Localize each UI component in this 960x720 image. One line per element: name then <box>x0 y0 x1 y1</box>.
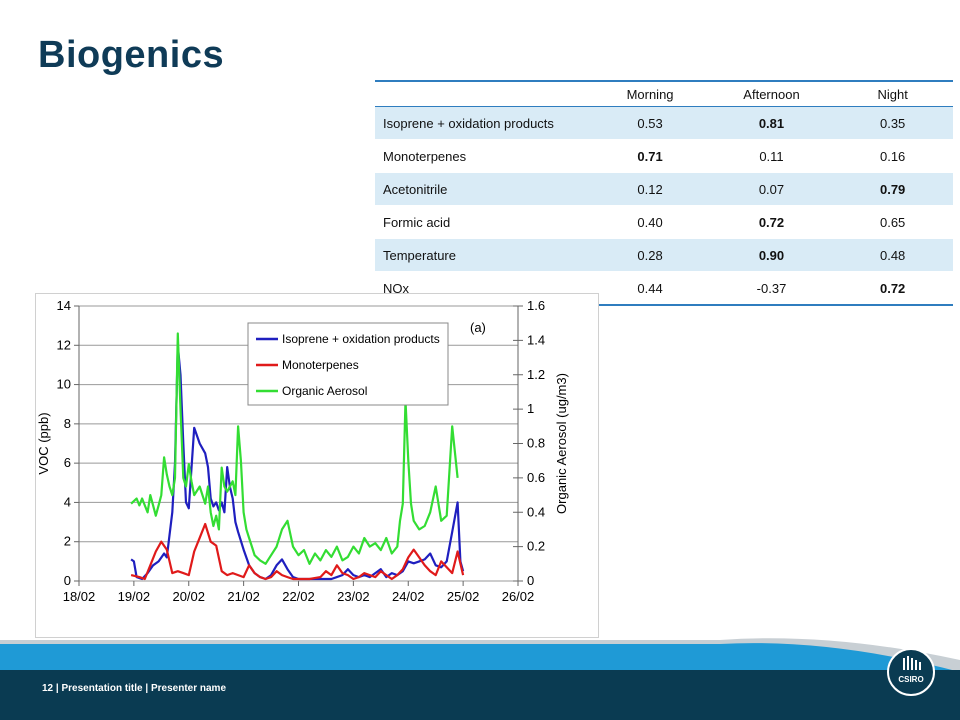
slide-title: Biogenics <box>38 34 225 76</box>
y-tick-label: 10 <box>57 377 71 392</box>
y2-axis-title: Organic Aerosol (ug/m3) <box>554 373 569 514</box>
table-cell: 0.12 <box>589 172 711 206</box>
y-tick-label: 0 <box>64 573 71 588</box>
table-cell: 0.53 <box>589 106 711 140</box>
table-row: Acetonitrile 0.12 0.07 0.79 <box>375 172 953 206</box>
table-cell: 0.65 <box>832 205 953 239</box>
correlation-table: Morning Afternoon Night Isoprene + oxida… <box>375 80 953 306</box>
table-cell: 0.11 <box>710 139 833 173</box>
series-line-1 <box>130 522 465 581</box>
footer-band <box>0 638 960 720</box>
y2-tick-label: 0.6 <box>527 470 545 485</box>
table-cell: 0.44 <box>589 271 711 306</box>
legend-entry: Isoprene + oxidation products <box>282 332 440 346</box>
y2-tick-label: 0.2 <box>527 539 545 554</box>
table-row-label: Formic acid <box>375 205 590 239</box>
legend-entry: Monoterpenes <box>282 358 359 372</box>
table-cell: 0.48 <box>832 238 953 272</box>
x-tick-label: 18/02 <box>63 589 96 604</box>
y2-tick-label: 1 <box>527 401 534 416</box>
chart-panel: 0 2 4 6 8 10 12 14 0 0.2 0.4 0.6 0.8 1 1.2 1.4 1.6 18/02 1… <box>35 293 599 638</box>
x-tick-label: 19/02 <box>118 589 151 604</box>
y-tick-label: 8 <box>64 416 71 431</box>
table-cell: 0.28 <box>589 238 711 272</box>
table-header-label <box>375 80 590 107</box>
y-tick-label: 12 <box>57 337 71 352</box>
y2-tick-label: 0.4 <box>527 504 545 519</box>
table-cell: 0.79 <box>832 172 953 206</box>
table-row-label: Temperature <box>375 238 590 272</box>
legend-box <box>247 322 449 406</box>
table-cell: 0.81 <box>710 106 833 140</box>
chart-annotation: (a) <box>470 320 486 335</box>
table-cell: 0.71 <box>589 139 711 173</box>
y-axis-title: VOC (ppb) <box>36 412 51 474</box>
table-header-row: Morning Afternoon Night <box>375 80 953 107</box>
legend-entry: Organic Aerosol <box>282 384 367 398</box>
x-tick-label: 21/02 <box>227 589 260 604</box>
table-cell: 0.40 <box>589 205 711 239</box>
table-cell: -0.37 <box>710 271 833 306</box>
series-line-2 <box>130 332 459 565</box>
x-tick-label: 20/02 <box>172 589 205 604</box>
y2-tick-label: 0.8 <box>527 436 545 451</box>
table-row: Formic acid 0.40 0.72 0.65 <box>375 205 953 239</box>
table-cell: 0.07 <box>710 172 833 206</box>
footer-text: 12 | Presentation title | Presenter name <box>42 683 226 694</box>
x-tick-label: 26/02 <box>502 589 535 604</box>
table-row-label: Monoterpenes <box>375 139 590 173</box>
voc-aerosol-line-chart: 0 2 4 6 8 10 12 14 0 0.2 0.4 0.6 0.8 1 1.2 1.4 1.6 18/02 1… <box>36 298 569 604</box>
table-cell: 0.35 <box>832 106 953 140</box>
table-header-morning: Morning <box>589 80 711 107</box>
table-row: Isoprene + oxidation products 0.53 0.81 0.3… <box>375 106 953 140</box>
table-cell: 0.90 <box>710 238 833 272</box>
y2-tick-label: 1.6 <box>527 298 545 313</box>
table-row-label: Acetonitrile <box>375 172 590 206</box>
table-cell: 0.16 <box>832 139 953 173</box>
x-tick-label: 22/02 <box>282 589 315 604</box>
csiro-logo: CSIRO <box>887 648 935 696</box>
table-row: Monoterpenes 0.71 0.11 0.16 <box>375 139 953 173</box>
x-tick-label: 24/02 <box>392 589 425 604</box>
table-header-night: Night <box>832 80 953 107</box>
y-tick-label: 2 <box>64 534 71 549</box>
y2-tick-label: 1.4 <box>527 332 545 347</box>
y-tick-label: 6 <box>64 455 71 470</box>
x-tick-label: 23/02 <box>337 589 370 604</box>
y-tick-label: 4 <box>64 494 71 509</box>
y2-tick-label: 1.2 <box>527 367 545 382</box>
svg-text:CSIRO: CSIRO <box>898 675 923 684</box>
table-row-label: Isoprene + oxidation products <box>375 106 590 140</box>
x-tick-label: 25/02 <box>447 589 480 604</box>
table-cell: 0.72 <box>832 271 953 306</box>
table-header-afternoon: Afternoon <box>710 80 833 107</box>
table-cell: 0.72 <box>710 205 833 239</box>
table-row: Temperature 0.28 0.90 0.48 <box>375 238 953 272</box>
y2-tick-label: 0 <box>527 573 534 588</box>
y-tick-label: 14 <box>57 298 71 313</box>
